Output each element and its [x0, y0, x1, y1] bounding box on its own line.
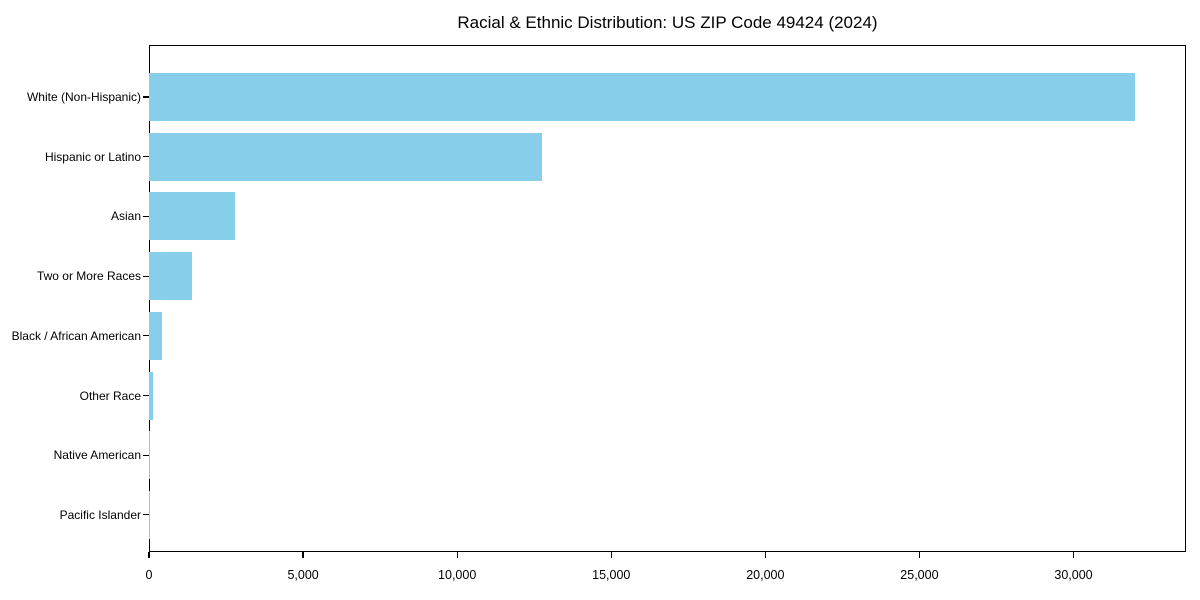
- bar-native-american: [149, 431, 151, 480]
- ytick-mark: [143, 394, 149, 397]
- bar-two-or-more-races: [149, 252, 192, 301]
- bar-other-race: [149, 371, 153, 420]
- ytick-label: White (Non-Hispanic): [26, 90, 141, 104]
- xtick-label: 0: [145, 568, 153, 582]
- ytick-mark: [143, 156, 149, 158]
- xtick-mark: [456, 552, 458, 558]
- ytick-mark: [143, 335, 149, 337]
- xtick-label: 20,000: [746, 568, 785, 582]
- xtick-label: 10,000: [438, 568, 477, 582]
- ytick-label: Other Race: [79, 388, 141, 403]
- ytick-mark: [143, 275, 149, 277]
- bar-hispanic-or-latino: [149, 132, 542, 181]
- ytick-mark: [143, 514, 149, 516]
- xtick-label: 5,000: [287, 568, 319, 582]
- xtick-mark: [610, 552, 612, 558]
- xtick-label: 30,000: [1054, 568, 1093, 582]
- chart-title: Racial & Ethnic Distribution: US ZIP Cod…: [457, 13, 878, 32]
- ytick-label: Native American: [53, 448, 141, 463]
- xtick-mark: [302, 552, 304, 558]
- xtick-label: 15,000: [592, 568, 631, 582]
- ytick-label: Black / African American: [11, 328, 141, 343]
- xtick-mark: [148, 552, 150, 558]
- plot-area: [149, 45, 1186, 552]
- ytick-mark: [143, 454, 149, 456]
- ytick-label: Asian: [110, 209, 141, 224]
- ytick-mark: [143, 96, 149, 98]
- bar-white-non-hispanic: [149, 73, 1136, 121]
- xtick-mark: [1072, 552, 1075, 558]
- ytick-mark: [143, 215, 149, 217]
- xtick-mark: [764, 552, 766, 558]
- ytick-label: Two or More Races: [36, 269, 141, 284]
- xtick-label: 25,000: [900, 568, 939, 582]
- bar-asian: [149, 192, 236, 241]
- bar-black-african-american: [149, 311, 162, 360]
- xtick-mark: [918, 552, 921, 558]
- ytick-label: Hispanic or Latino: [44, 149, 141, 164]
- ytick-label: Pacific Islander: [59, 507, 141, 522]
